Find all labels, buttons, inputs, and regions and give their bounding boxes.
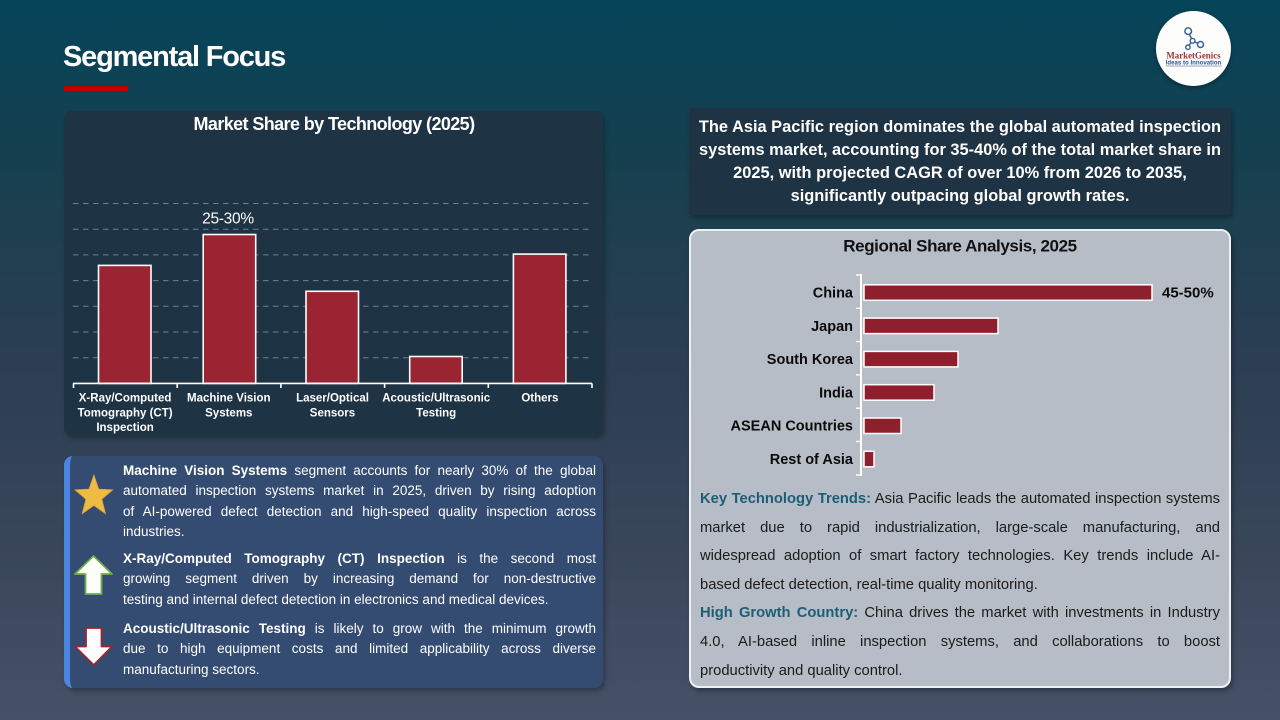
svg-text:Sensors: Sensors: [310, 407, 355, 419]
svg-text:45-50%: 45-50%: [1162, 285, 1214, 302]
svg-text:Laser/Optical: Laser/Optical: [296, 393, 369, 405]
svg-text:India: India: [819, 385, 854, 401]
svg-text:Testing: Testing: [416, 407, 456, 419]
svg-text:Inspection: Inspection: [96, 422, 154, 434]
svg-text:X-Ray/Computed: X-Ray/Computed: [79, 393, 172, 405]
svg-text:Rest of Asia: Rest of Asia: [770, 452, 854, 468]
svg-text:25-30%: 25-30%: [202, 211, 254, 228]
svg-text:Others: Others: [521, 393, 558, 405]
svg-text:Tomography (CT): Tomography (CT): [78, 407, 173, 419]
svg-text:Acoustic/Ultrasonic: Acoustic/Ultrasonic: [382, 393, 491, 405]
svg-text:MarketGenics: MarketGenics: [1166, 50, 1221, 60]
svg-text:South Korea: South Korea: [767, 352, 854, 368]
svg-text:China: China: [813, 286, 854, 302]
svg-text:Japan: Japan: [811, 319, 853, 335]
svg-text:ASEAN Countries: ASEAN Countries: [731, 419, 853, 435]
svg-text:Regional Share Analysis, 2025: Regional Share Analysis, 2025: [843, 237, 1076, 256]
svg-text:Machine Vision: Machine Vision: [187, 393, 271, 405]
svg-text:Systems: Systems: [205, 407, 252, 419]
svg-text:Ideas to Innovation: Ideas to Innovation: [1166, 59, 1222, 66]
svg-text:Market Share by Technology (20: Market Share by Technology (2025): [194, 114, 476, 134]
